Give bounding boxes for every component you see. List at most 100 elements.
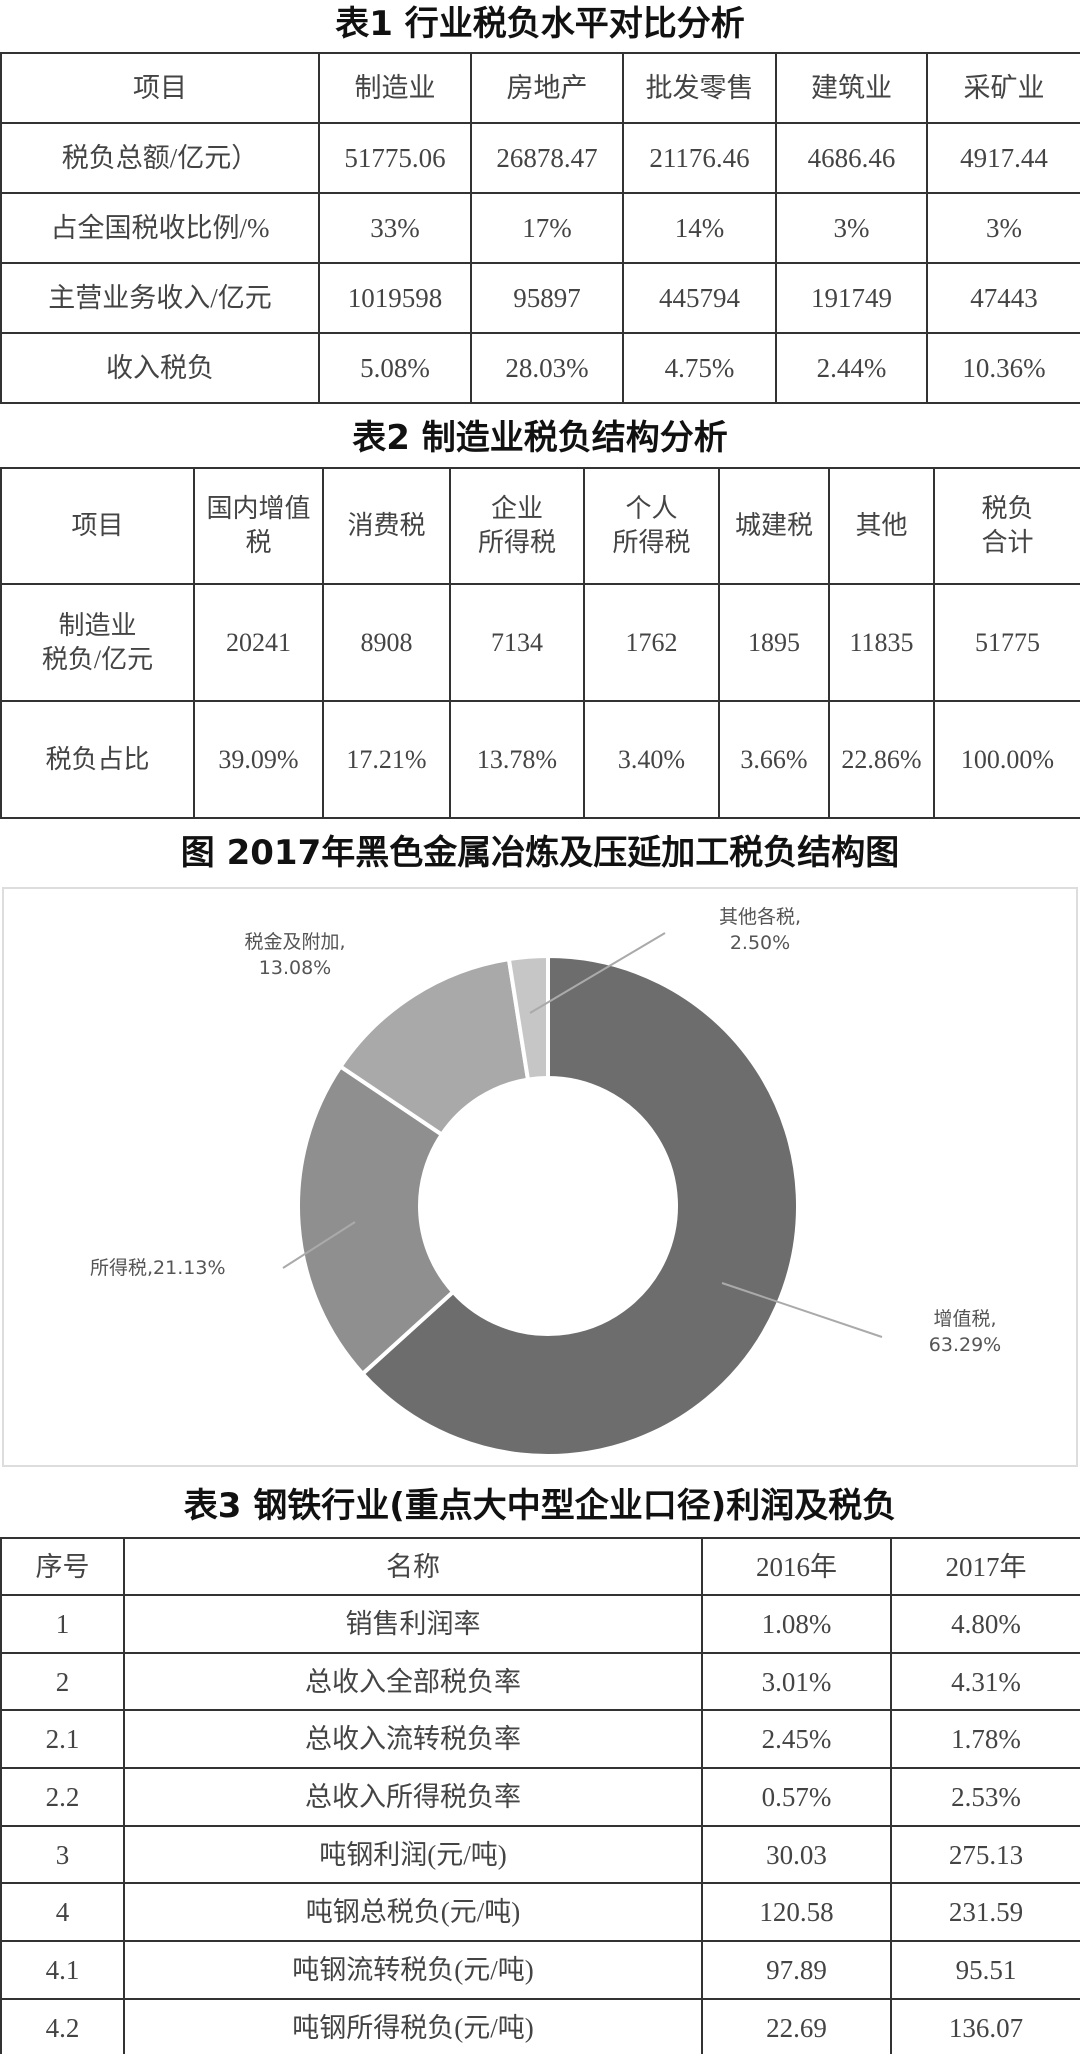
leader-line-income — [282, 1221, 356, 1269]
data-cell: 11835 — [828, 583, 935, 702]
table-row: 收入税负 5.08% 28.03% 4.75% 2.44% 10.36% — [0, 332, 1080, 404]
header-cell: 消费税 — [322, 467, 451, 585]
data-cell: 17% — [470, 192, 624, 264]
cell-line: 税 — [245, 528, 272, 557]
data-cell: 3.40% — [583, 700, 720, 819]
table-header-row: 项目 国内增值税消费税 企业 所得税 个人 所得税 城建税 其他 税负 合计 — [0, 467, 1080, 585]
table-row: 占全国税收比例/% 33% 17% 14% 3% 3% — [0, 192, 1080, 264]
data-cell: 吨钢总税负(元/吨) — [123, 1882, 703, 1943]
data-label-surcharges: 税金及附加, 13.08% — [215, 929, 375, 981]
table-row: 税负占比 39.09% 17.21% 13.78% 3.40% 3.66% 22.86% 10… — [0, 700, 1080, 819]
data-cell: 21176.46 — [622, 122, 777, 194]
table1-industry-tax-comparison: 项目 制造业 房地产 批发零售 建筑业 采矿业 税负总额/亿元） 51775.06 26878.… — [0, 52, 1080, 404]
data-cell: 销售利润率 — [123, 1594, 703, 1654]
cell-line: 税负/亿元 — [41, 644, 154, 674]
header-cell: 序号 — [0, 1537, 125, 1596]
data-cell: 3% — [775, 192, 928, 264]
table2-manufacturing-tax-structure: 项目 国内增值税消费税 企业 所得税 个人 所得税 城建税 其他 税负 合计 制造业 税负/亿元 202… — [0, 467, 1080, 819]
data-cell: 100.00% — [933, 700, 1080, 819]
data-cell: 275.13 — [890, 1824, 1080, 1885]
label-value: 2.50% — [729, 932, 791, 954]
cell-line: 项目 — [71, 511, 124, 540]
table-row: 4.1 吨钢流转税负(元/吨) 97.89 95.51 — [0, 1940, 1080, 2000]
data-cell: 20241 — [193, 583, 324, 702]
data-cell: 总收入所得税负率 — [123, 1767, 703, 1827]
leader-line-other — [529, 932, 666, 1014]
table-row: 主营业务收入/亿元 1019598 95897 445794 191749 47443 — [0, 262, 1080, 334]
data-cell: 0.57% — [701, 1767, 892, 1827]
data-cell: 7134 — [449, 583, 585, 702]
data-cell: 39.09% — [193, 700, 324, 819]
data-label-other: 其他各税, 2.50% — [700, 904, 820, 956]
row-number: 4.1 — [0, 1940, 125, 2000]
header-cell: 采矿业 — [926, 52, 1080, 124]
data-cell: 吨钢所得税负(元/吨) — [123, 1997, 703, 2054]
header-cell: 2017年 — [890, 1537, 1080, 1596]
header-cell: 企业 所得税 — [449, 467, 585, 585]
cell-line: 国内增值 — [206, 494, 311, 523]
data-cell: 97.89 — [701, 1940, 892, 2000]
data-cell: 吨钢流转税负(元/吨) — [123, 1940, 703, 2000]
data-cell: 吨钢利润(元/吨) — [123, 1824, 703, 1885]
table2-title: 表2 制造业税负结构分析 — [352, 418, 728, 458]
cell-line: 城建税 — [734, 511, 813, 540]
data-cell: 51775.06 — [318, 122, 472, 194]
label-value: 21.13% — [153, 1257, 226, 1279]
data-cell: 51775 — [933, 583, 1080, 702]
cell-line: 企业 — [490, 494, 543, 523]
header-cell: 项目 — [0, 467, 195, 585]
donut-slice-所得税 — [296, 1063, 456, 1377]
data-cell: 1762 — [583, 583, 720, 702]
row-number: 3 — [0, 1824, 125, 1885]
data-cell: 2.53% — [890, 1767, 1080, 1827]
table-row: 3 吨钢利润(元/吨) 30.03 275.13 — [0, 1824, 1080, 1885]
row-label: 占全国税收比例/% — [0, 192, 320, 264]
header-cell: 2016年 — [701, 1537, 892, 1596]
header-cell: 名称 — [123, 1537, 703, 1596]
data-cell: 26878.47 — [470, 122, 624, 194]
data-cell: 2.44% — [775, 332, 928, 404]
data-cell: 4686.46 — [775, 122, 928, 194]
row-label: 主营业务收入/亿元 — [0, 262, 320, 334]
label-name: 其他各税, — [718, 906, 802, 928]
data-cell: 231.59 — [890, 1882, 1080, 1943]
header-cell: 建筑业 — [775, 52, 928, 124]
row-label: 收入税负 — [0, 332, 320, 404]
donut-slice-增值税 — [359, 953, 800, 1458]
donut-slice-其他各税 — [506, 953, 550, 1082]
label-value: 13.08% — [258, 957, 332, 979]
data-cell: 4.75% — [622, 332, 777, 404]
row-number: 4 — [0, 1882, 125, 1943]
data-cell: 2.45% — [701, 1709, 892, 1770]
data-cell: 3% — [926, 192, 1080, 264]
label-name: 税金及附加, — [244, 931, 346, 953]
row-number: 1 — [0, 1594, 125, 1654]
label-value: 63.29% — [928, 1334, 1002, 1356]
row-label: 制造业税负/亿元 — [0, 583, 195, 702]
data-cell: 4.31% — [890, 1651, 1080, 1712]
row-number: 2.1 — [0, 1709, 125, 1770]
header-cell: 个人 所得税 — [583, 467, 720, 585]
data-cell: 95.51 — [890, 1940, 1080, 2000]
row-number: 4.2 — [0, 1997, 125, 2054]
row-number: 2 — [0, 1651, 125, 1712]
data-cell: 8908 — [322, 583, 451, 702]
data-cell: 445794 — [622, 262, 777, 334]
cell-line: 税负 — [981, 494, 1034, 523]
data-cell: 120.58 — [701, 1882, 892, 1943]
table-row: 1 销售利润率 1.08% 4.80% — [0, 1594, 1080, 1654]
data-cell: 3.66% — [718, 700, 830, 819]
table-row: 4.2 吨钢所得税负(元/吨) 22.69 136.07 — [0, 1997, 1080, 2054]
cell-line: 所得税 — [612, 528, 691, 557]
data-cell: 33% — [318, 192, 472, 264]
cell-line: 制造业 — [58, 610, 137, 640]
header-cell: 房地产 — [470, 52, 624, 124]
cell-line: 税负占比 — [45, 744, 150, 774]
data-cell: 1.08% — [701, 1594, 892, 1654]
cell-line: 个人 — [625, 494, 678, 523]
data-cell: 3.01% — [701, 1651, 892, 1712]
data-cell: 22.69 — [701, 1997, 892, 2054]
table-row: 4 吨钢总税负(元/吨) 120.58 231.59 — [0, 1882, 1080, 1943]
header-cell: 其他 — [828, 467, 935, 585]
table-row: 2.1 总收入流转税负率 2.45% 1.78% — [0, 1709, 1080, 1770]
